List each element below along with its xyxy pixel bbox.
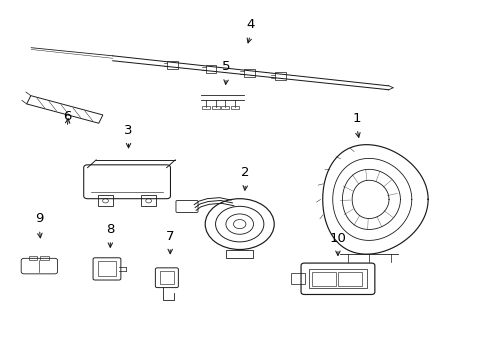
Text: 10: 10 [329, 231, 346, 244]
Bar [221, 106, 229, 109]
Text: 7: 7 [165, 230, 174, 243]
Bar [231, 106, 238, 109]
Bar [98, 261, 116, 276]
Text: 3: 3 [124, 124, 133, 137]
Text: 4: 4 [245, 18, 254, 31]
Bar [211, 106, 219, 109]
Bar [141, 195, 156, 207]
Bar [244, 69, 254, 77]
Text: 9: 9 [35, 212, 43, 225]
Bar [205, 65, 216, 73]
Bar [202, 106, 209, 109]
Bar [160, 271, 173, 284]
Bar [98, 195, 113, 207]
Text: 6: 6 [63, 110, 71, 123]
Text: 1: 1 [352, 112, 361, 125]
Bar [308, 269, 366, 288]
Text: 2: 2 [241, 166, 249, 179]
Bar [226, 249, 253, 258]
Text: 5: 5 [222, 60, 230, 73]
Bar [290, 273, 305, 284]
Bar [41, 256, 49, 260]
Bar [29, 256, 38, 260]
Bar [337, 272, 361, 286]
Bar [311, 272, 335, 286]
Text: 8: 8 [106, 223, 114, 236]
Bar [275, 72, 285, 80]
Bar [167, 61, 178, 68]
